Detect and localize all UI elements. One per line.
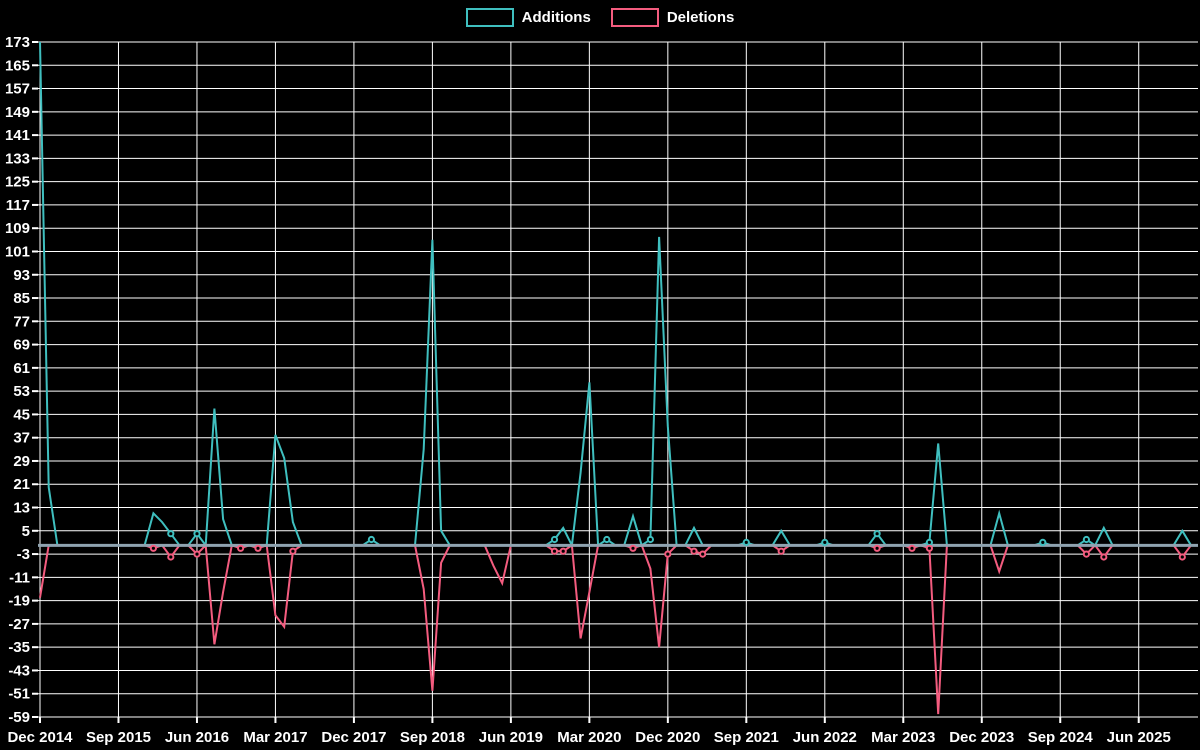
y-tick-label: -19 (8, 593, 30, 610)
chart-legend: Additions Deletions (0, 8, 1200, 27)
y-tick-label: 29 (13, 453, 30, 470)
y-tick-label: 125 (5, 174, 30, 191)
data-point-marker (550, 535, 559, 544)
data-point-marker (821, 538, 829, 547)
data-point-marker (193, 530, 201, 538)
data-point-marker (550, 547, 559, 555)
data-point-marker (254, 544, 262, 552)
y-tick-label: 141 (5, 127, 30, 144)
y-tick-label: 93 (13, 267, 30, 284)
data-point-marker (1178, 553, 1186, 561)
y-tick-label: -3 (17, 546, 30, 563)
x-tick-label: Sep 2024 (1028, 729, 1094, 746)
data-point-marker (149, 544, 157, 552)
y-tick-label: 5 (22, 523, 30, 540)
data-point-marker (289, 547, 297, 555)
data-point-marker (908, 544, 916, 552)
y-tick-label: -51 (8, 686, 30, 703)
data-point-marker (237, 544, 245, 552)
y-tick-label: -59 (8, 709, 30, 726)
deletions-swatch (610, 8, 659, 27)
y-tick-label: 53 (13, 383, 30, 400)
axis-ticks (32, 41, 1140, 723)
x-tick-label: Jun 2016 (165, 729, 229, 746)
data-point-marker (690, 547, 698, 555)
data-point-marker (167, 553, 175, 561)
x-tick-label: Mar 2017 (243, 729, 307, 746)
y-tick-label: 165 (5, 57, 30, 74)
x-tick-label: Sep 2021 (714, 729, 779, 746)
x-tick-label: Jun 2022 (793, 729, 857, 746)
y-tick-label: -43 (8, 662, 30, 679)
data-point-marker (193, 550, 201, 558)
y-tick-label: -27 (8, 616, 30, 633)
y-tick-label: 85 (13, 290, 30, 307)
x-tick-label: Dec 2020 (635, 729, 700, 746)
deletions-markers (149, 544, 1186, 561)
y-tick-label: 69 (13, 337, 30, 354)
y-tick-label: 61 (13, 360, 30, 377)
y-tick-label: 45 (13, 406, 30, 423)
data-point-marker (167, 530, 175, 538)
data-point-marker (742, 538, 750, 547)
data-point-marker (1039, 538, 1047, 547)
y-tick-label: 109 (5, 220, 30, 237)
data-point-marker (559, 547, 567, 555)
data-point-marker (367, 535, 375, 544)
data-point-marker (629, 544, 637, 552)
y-tick-label: -35 (8, 639, 30, 656)
y-tick-label: 117 (6, 197, 30, 214)
x-tick-label: Jun 2019 (479, 729, 543, 746)
additions-markers (167, 530, 1091, 547)
y-tick-label: -11 (9, 569, 30, 586)
y-tick-label: 133 (5, 150, 30, 167)
x-tick-label: Dec 2017 (321, 729, 386, 746)
x-tick-label: Mar 2023 (871, 729, 935, 746)
y-tick-label: 157 (5, 81, 30, 98)
y-tick-label: 101 (5, 243, 30, 260)
data-point-marker (873, 530, 881, 538)
deletions-label: Deletions (666, 9, 735, 26)
additions-line (39, 41, 1192, 549)
data-point-marker (1082, 535, 1091, 544)
y-tick-label: 149 (5, 104, 30, 121)
x-tick-label: Sep 2018 (400, 729, 465, 746)
data-point-marker (873, 544, 881, 552)
y-tick-label: 37 (13, 430, 30, 447)
data-point-marker (1082, 550, 1091, 558)
deletions-line (39, 543, 1192, 715)
additions-label: Additions (521, 9, 591, 26)
y-tick-label: 77 (13, 313, 30, 330)
x-tick-label: Jun 2025 (1107, 729, 1171, 746)
data-point-marker (699, 550, 707, 558)
data-point-marker (925, 544, 934, 552)
x-tick-label: Sep 2015 (86, 729, 151, 746)
x-tick-label: Mar 2020 (557, 729, 621, 746)
legend-item-deletions[interactable]: Deletions (610, 8, 735, 27)
additions-swatch (465, 8, 514, 27)
x-tick-label: Dec 2014 (7, 729, 73, 746)
x-tick-label: Dec 2023 (949, 729, 1014, 746)
legend-item-additions[interactable]: Additions (465, 8, 591, 27)
data-point-marker (925, 538, 934, 547)
data-point-marker (664, 550, 672, 558)
y-tick-label: 21 (13, 476, 30, 493)
axis-labels: 173 165 157 149 141 133 125 117 109 101 93 85 77 69 61… (5, 34, 1171, 746)
y-tick-label: 13 (13, 500, 30, 517)
data-point-marker (1100, 553, 1108, 561)
data-point-marker (603, 535, 611, 544)
data-point-marker (777, 547, 785, 555)
data-point-marker (646, 535, 655, 544)
y-tick-label: 173 (5, 34, 30, 51)
